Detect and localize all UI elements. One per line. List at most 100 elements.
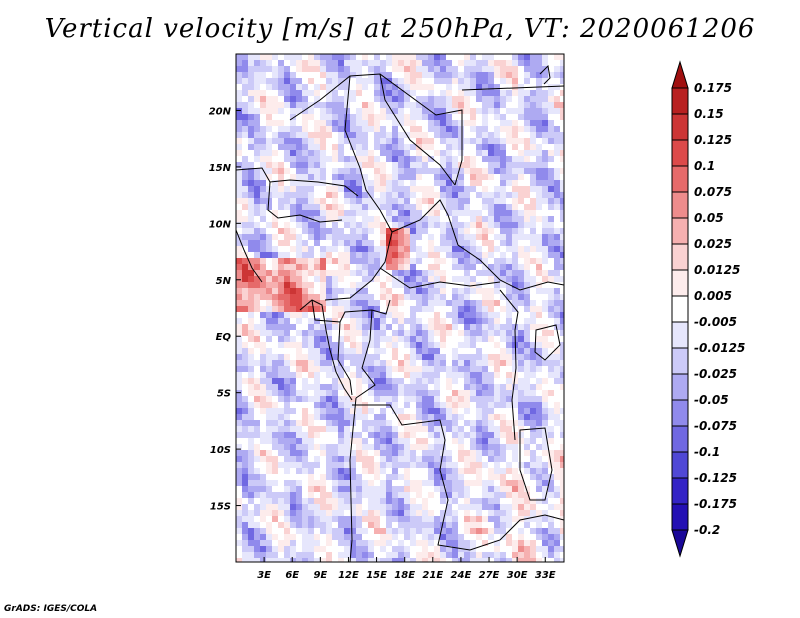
field-cell <box>338 54 344 60</box>
field-cell <box>278 492 284 498</box>
field-cell <box>542 306 548 312</box>
field-cell <box>446 276 452 282</box>
field-cell <box>338 510 344 516</box>
field-cell <box>338 330 344 336</box>
field-cell <box>362 552 368 558</box>
field-cell <box>404 528 410 534</box>
field-cell <box>320 66 326 72</box>
field-cell <box>494 222 500 228</box>
field-cell <box>398 462 404 468</box>
field-cell <box>554 390 560 396</box>
field-cell <box>266 522 272 528</box>
field-cell <box>302 234 308 240</box>
field-cell <box>548 300 554 306</box>
field-cell <box>386 492 392 498</box>
field-cell <box>320 330 326 336</box>
field-cell <box>428 414 434 420</box>
field-cell <box>500 528 506 534</box>
field-cell <box>242 498 248 504</box>
field-cell <box>560 102 564 108</box>
field-cell <box>410 468 416 474</box>
field-cell <box>494 108 500 114</box>
field-cell <box>500 198 506 204</box>
field-cell <box>512 288 518 294</box>
field-cell <box>302 258 308 264</box>
colorbar-segment <box>671 217 689 245</box>
field-cell <box>530 384 536 390</box>
field-cell <box>320 150 326 156</box>
field-cell <box>302 438 308 444</box>
field-cell <box>272 558 278 562</box>
field-cell <box>506 138 512 144</box>
field-cell <box>302 222 308 228</box>
field-cell <box>278 282 284 288</box>
field-cell <box>452 486 458 492</box>
field-cell <box>290 228 296 234</box>
field-cell <box>320 120 326 126</box>
field-cell <box>464 378 470 384</box>
field-cell <box>470 264 476 270</box>
field-cell <box>248 228 254 234</box>
field-cell <box>278 456 284 462</box>
field-cell <box>440 270 446 276</box>
field-cell <box>458 72 464 78</box>
field-cell <box>302 180 308 186</box>
field-cell <box>320 456 326 462</box>
field-cell <box>554 468 560 474</box>
field-cell <box>386 414 392 420</box>
field-cell <box>254 474 260 480</box>
field-cell <box>284 432 290 438</box>
field-cell <box>326 348 332 354</box>
field-cell <box>404 474 410 480</box>
field-cell <box>422 270 428 276</box>
field-cell <box>302 156 308 162</box>
field-cell <box>554 342 560 348</box>
field-cell <box>356 198 362 204</box>
field-cell <box>488 60 494 66</box>
field-cell <box>392 222 398 228</box>
field-cell <box>446 558 452 562</box>
field-cell <box>476 372 482 378</box>
field-cell <box>290 240 296 246</box>
field-cell <box>452 432 458 438</box>
field-cell <box>380 354 386 360</box>
field-cell <box>404 138 410 144</box>
field-cell <box>362 486 368 492</box>
field-cell <box>290 402 296 408</box>
field-cell <box>428 402 434 408</box>
colorbar-label: -0.025 <box>694 367 737 381</box>
field-cell <box>314 90 320 96</box>
field-cell <box>398 96 404 102</box>
field-cell <box>248 252 254 258</box>
field-cell <box>404 174 410 180</box>
field-cell <box>368 426 374 432</box>
field-cell <box>560 252 564 258</box>
field-cell <box>260 72 266 78</box>
field-cell <box>494 342 500 348</box>
field-cell <box>416 276 422 282</box>
field-cell <box>488 246 494 252</box>
field-cell <box>308 156 314 162</box>
field-cell <box>278 408 284 414</box>
field-cell <box>500 264 506 270</box>
field-cell <box>362 420 368 426</box>
field-cell <box>332 432 338 438</box>
field-cell <box>368 288 374 294</box>
field-cell <box>350 450 356 456</box>
field-cell <box>242 234 248 240</box>
field-cell <box>350 294 356 300</box>
field-cell <box>266 354 272 360</box>
field-cell <box>356 498 362 504</box>
field-cell <box>248 84 254 90</box>
field-cell <box>452 426 458 432</box>
field-cell <box>530 438 536 444</box>
field-cell <box>326 528 332 534</box>
field-cell <box>260 426 266 432</box>
field-cell <box>536 66 542 72</box>
x-tick-label: 12E <box>338 570 359 581</box>
field-cell <box>440 186 446 192</box>
field-cell <box>422 396 428 402</box>
field-cell <box>296 252 302 258</box>
field-cell <box>524 294 530 300</box>
field-cell <box>398 336 404 342</box>
